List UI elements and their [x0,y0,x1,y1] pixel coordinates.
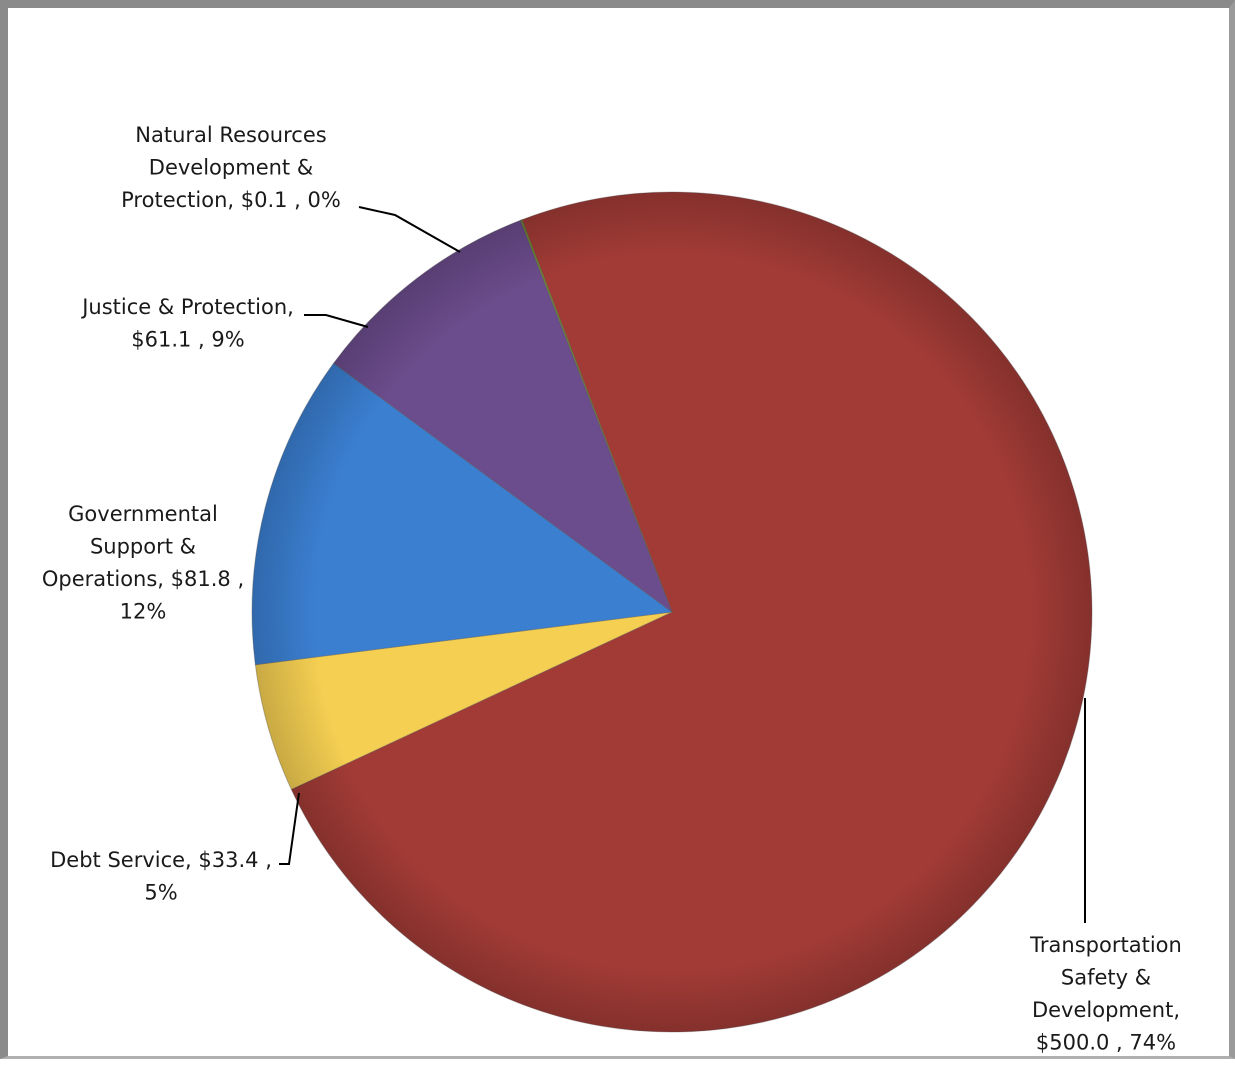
data-label-debt-service: Debt Service, $33.4 , 5% [50,848,272,905]
data-label-line: $500.0 , 74% [1036,1031,1176,1055]
data-label-line: 5% [144,881,177,905]
leader-line-justice-protection [304,314,369,328]
leader-line-debt-service [279,792,300,865]
data-label-governmental-support-operations: Governmental Support & Operations, $81.8 ,… [42,502,244,624]
data-label-line: Transportation [1029,933,1182,957]
data-label-line: Governmental [68,502,218,526]
data-label-line: Development & [149,156,313,180]
data-label-line: 12% [120,600,167,624]
data-label-line: Support & [90,535,196,559]
data-label-line: Safety & [1061,966,1151,990]
pie-chart: Transportation Safety & Development, $500.0… [42,123,1182,1055]
data-label-line: Natural Resources [135,123,326,147]
data-label-line: Protection, $0.1 , 0% [121,188,341,212]
data-label-transportation-safety-development: Transportation Safety & Development, $500.0… [1029,933,1182,1055]
data-label-line: Development, [1032,998,1180,1022]
data-label-line: Debt Service, $33.4 , [50,848,272,872]
leader-line-natural-resources-development-protection [358,206,461,253]
data-label-natural-resources-development-protection: Natural Resources Development & Protection… [121,123,341,212]
data-label-line: Justice & Protection, [80,295,294,319]
data-label-line: $61.1 , 9% [131,328,244,352]
data-label-line: Operations, $81.8 , [42,567,244,591]
data-label-justice-protection: Justice & Protection, $61.1 , 9% [80,295,294,352]
